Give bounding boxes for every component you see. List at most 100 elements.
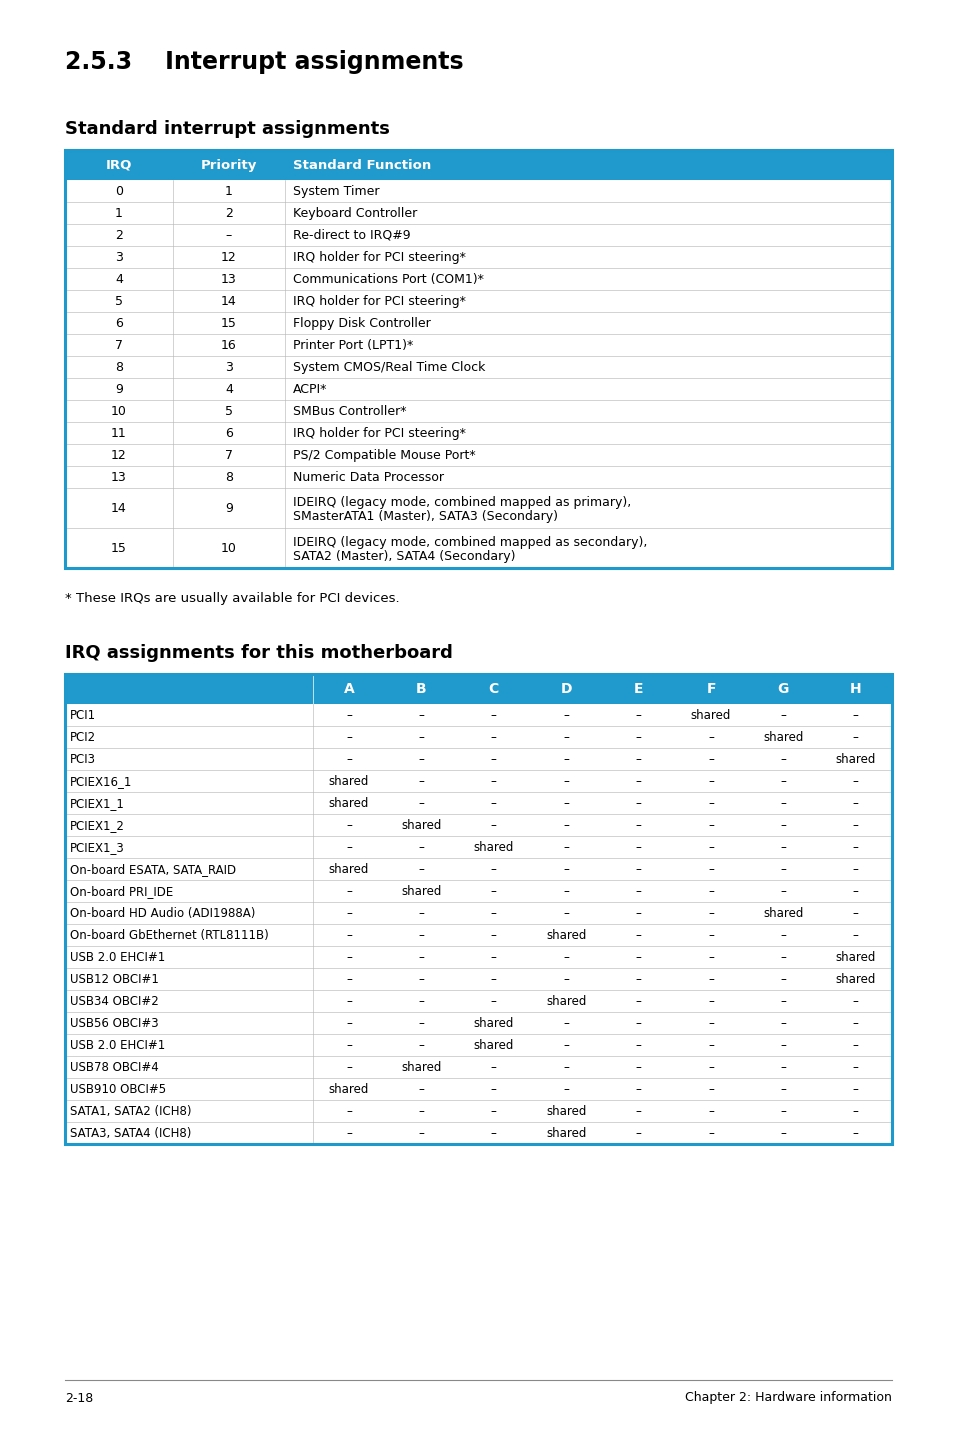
Text: IRQ holder for PCI steering*: IRQ holder for PCI steering* [293, 295, 465, 308]
Text: shared: shared [473, 1017, 514, 1030]
Text: 14: 14 [221, 295, 236, 308]
Text: –: – [852, 841, 858, 854]
Bar [65, 269, 891, 290]
Text: 15: 15 [221, 316, 236, 329]
Text: 3: 3 [225, 361, 233, 374]
Text: Chapter 2: Hardware information: Chapter 2: Hardware information [684, 1392, 891, 1405]
Text: SMBus Controller*: SMBus Controller* [293, 406, 406, 418]
Text: USB 2.0 EHCI#1: USB 2.0 EHCI#1 [70, 1038, 165, 1051]
Text: –: – [562, 797, 569, 810]
Text: On-board ESATA, SATA_RAID: On-board ESATA, SATA_RAID [70, 863, 235, 876]
Bar [65, 378, 891, 400]
Text: –: – [635, 775, 640, 788]
Text: –: – [635, 818, 640, 831]
Bar [65, 858, 891, 880]
Text: –: – [635, 929, 640, 942]
Text: –: – [491, 775, 497, 788]
Text: –: – [635, 1104, 640, 1117]
Text: –: – [780, 1017, 785, 1030]
Text: –: – [852, 995, 858, 1008]
Text: –: – [491, 863, 497, 876]
Text: USB78 OBCI#4: USB78 OBCI#4 [70, 1061, 158, 1074]
Bar [65, 444, 891, 466]
Text: –: – [780, 1038, 785, 1051]
Text: System Timer: System Timer [293, 186, 379, 198]
Bar [65, 489, 891, 528]
Text: –: – [635, 1061, 640, 1074]
Text: –: – [346, 929, 352, 942]
Text: –: – [780, 1127, 785, 1140]
Text: IRQ: IRQ [106, 158, 132, 171]
Bar [65, 1100, 891, 1122]
Text: –: – [635, 951, 640, 963]
Text: –: – [346, 951, 352, 963]
Text: –: – [635, 797, 640, 810]
Bar [65, 246, 891, 269]
Text: –: – [491, 818, 497, 831]
Text: –: – [562, 709, 569, 722]
Text: –: – [707, 1061, 713, 1074]
Text: Re-direct to IRQ#9: Re-direct to IRQ#9 [293, 229, 410, 242]
Text: –: – [418, 1017, 424, 1030]
Text: USB910 OBCI#5: USB910 OBCI#5 [70, 1083, 166, 1096]
Text: 2.5.3    Interrupt assignments: 2.5.3 Interrupt assignments [65, 50, 463, 75]
Text: –: – [346, 818, 352, 831]
Text: –: – [491, 1127, 497, 1140]
Text: –: – [346, 1038, 352, 1051]
Text: –: – [780, 863, 785, 876]
Text: 8: 8 [225, 470, 233, 483]
Bar [65, 1012, 891, 1034]
Text: –: – [418, 1038, 424, 1051]
Text: –: – [562, 1038, 569, 1051]
Text: On-board PRI_IDE: On-board PRI_IDE [70, 884, 172, 897]
Text: –: – [346, 1061, 352, 1074]
Bar [65, 1122, 891, 1145]
Bar [65, 1034, 891, 1057]
Text: –: – [635, 1038, 640, 1051]
Text: –: – [418, 775, 424, 788]
Text: –: – [852, 1017, 858, 1030]
Text: –: – [418, 797, 424, 810]
Text: SATA3, SATA4 (ICH8): SATA3, SATA4 (ICH8) [70, 1127, 191, 1140]
Bar [65, 357, 891, 378]
Text: Standard Function: Standard Function [293, 158, 431, 171]
Bar [65, 528, 891, 568]
Text: On-board GbEthernet (RTL8111B): On-board GbEthernet (RTL8111B) [70, 929, 269, 942]
Text: USB34 OBCI#2: USB34 OBCI#2 [70, 995, 158, 1008]
Text: PCI1: PCI1 [70, 709, 96, 722]
Text: –: – [562, 884, 569, 897]
Text: PS/2 Compatible Mouse Port*: PS/2 Compatible Mouse Port* [293, 449, 475, 462]
Text: –: – [780, 884, 785, 897]
Text: shared: shared [762, 731, 802, 743]
Text: –: – [852, 884, 858, 897]
Text: –: – [852, 731, 858, 743]
Text: –: – [780, 974, 785, 986]
Text: –: – [346, 1127, 352, 1140]
Text: –: – [346, 974, 352, 986]
Text: –: – [491, 1083, 497, 1096]
Text: 6: 6 [114, 316, 123, 329]
Bar [65, 151, 891, 180]
Text: –: – [491, 951, 497, 963]
Text: –: – [418, 754, 424, 766]
Text: –: – [491, 754, 497, 766]
Text: –: – [707, 884, 713, 897]
Text: shared: shared [762, 907, 802, 920]
Text: 7: 7 [225, 449, 233, 462]
Text: –: – [562, 754, 569, 766]
Text: shared: shared [329, 797, 369, 810]
Text: –: – [780, 818, 785, 831]
Text: C: C [488, 682, 498, 696]
Text: F: F [705, 682, 715, 696]
Text: –: – [707, 1104, 713, 1117]
Text: 3: 3 [114, 250, 123, 263]
Text: –: – [491, 929, 497, 942]
Text: –: – [418, 995, 424, 1008]
Text: –: – [491, 709, 497, 722]
Text: –: – [635, 841, 640, 854]
Text: –: – [852, 709, 858, 722]
Bar [65, 466, 891, 489]
Text: –: – [418, 951, 424, 963]
Text: –: – [635, 731, 640, 743]
Text: –: – [707, 951, 713, 963]
